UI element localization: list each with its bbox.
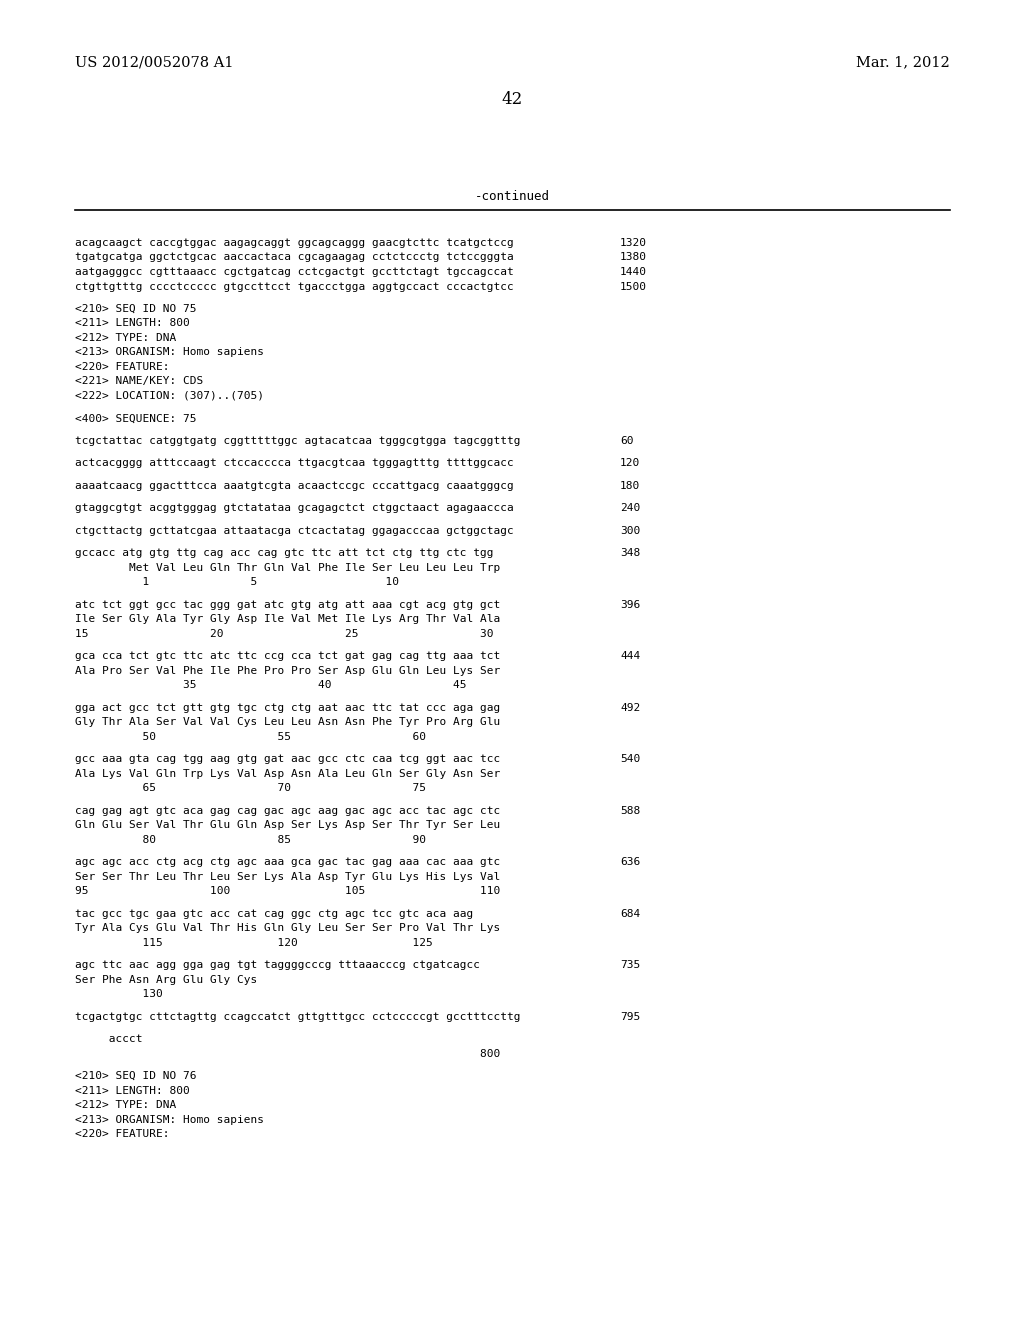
Text: 180: 180 — [620, 480, 640, 491]
Text: Gly Thr Ala Ser Val Val Cys Leu Leu Asn Asn Phe Tyr Pro Arg Glu: Gly Thr Ala Ser Val Val Cys Leu Leu Asn … — [75, 717, 501, 727]
Text: <220> FEATURE:: <220> FEATURE: — [75, 362, 170, 372]
Text: <213> ORGANISM: Homo sapiens: <213> ORGANISM: Homo sapiens — [75, 1114, 264, 1125]
Text: 396: 396 — [620, 599, 640, 610]
Text: 65                  70                  75: 65 70 75 — [75, 783, 426, 793]
Text: gtaggcgtgt acggtgggag gtctatataa gcagagctct ctggctaact agagaaccca: gtaggcgtgt acggtgggag gtctatataa gcagagc… — [75, 503, 514, 513]
Text: aaaatcaacg ggactttcca aaatgtcgta acaactccgc cccattgacg caaatgggcg: aaaatcaacg ggactttcca aaatgtcgta acaactc… — [75, 480, 514, 491]
Text: acagcaagct caccgtggac aagagcaggt ggcagcaggg gaacgtcttc tcatgctccg: acagcaagct caccgtggac aagagcaggt ggcagca… — [75, 238, 514, 248]
Text: gga act gcc tct gtt gtg tgc ctg ctg aat aac ttc tat ccc aga gag: gga act gcc tct gtt gtg tgc ctg ctg aat … — [75, 702, 501, 713]
Text: 444: 444 — [620, 651, 640, 661]
Text: 60: 60 — [620, 436, 634, 446]
Text: Ala Pro Ser Val Phe Ile Phe Pro Pro Ser Asp Glu Gln Leu Lys Ser: Ala Pro Ser Val Phe Ile Phe Pro Pro Ser … — [75, 665, 501, 676]
Text: 50                  55                  60: 50 55 60 — [75, 731, 426, 742]
Text: accct: accct — [75, 1034, 142, 1044]
Text: Tyr Ala Cys Glu Val Thr His Gln Gly Leu Ser Ser Pro Val Thr Lys: Tyr Ala Cys Glu Val Thr His Gln Gly Leu … — [75, 923, 501, 933]
Text: 130: 130 — [75, 989, 163, 999]
Text: agc agc acc ctg acg ctg agc aaa gca gac tac gag aaa cac aaa gtc: agc agc acc ctg acg ctg agc aaa gca gac … — [75, 857, 501, 867]
Text: Ser Phe Asn Arg Glu Gly Cys: Ser Phe Asn Arg Glu Gly Cys — [75, 974, 257, 985]
Text: 795: 795 — [620, 1011, 640, 1022]
Text: Ser Ser Thr Leu Thr Leu Ser Lys Ala Asp Tyr Glu Lys His Lys Val: Ser Ser Thr Leu Thr Leu Ser Lys Ala Asp … — [75, 871, 501, 882]
Text: 240: 240 — [620, 503, 640, 513]
Text: tgatgcatga ggctctgcac aaccactaca cgcagaagag cctctccctg tctccgggta: tgatgcatga ggctctgcac aaccactaca cgcagaa… — [75, 252, 514, 263]
Text: actcacgggg atttccaagt ctccacccca ttgacgtcaa tgggagtttg ttttggcacc: actcacgggg atttccaagt ctccacccca ttgacgt… — [75, 458, 514, 469]
Text: 35                  40                  45: 35 40 45 — [75, 680, 467, 690]
Text: gca cca tct gtc ttc atc ttc ccg cca tct gat gag cag ttg aaa tct: gca cca tct gtc ttc atc ttc ccg cca tct … — [75, 651, 501, 661]
Text: 800: 800 — [75, 1048, 501, 1059]
Text: 540: 540 — [620, 754, 640, 764]
Text: aatgagggcc cgtttaaacc cgctgatcag cctcgactgt gccttctagt tgccagccat: aatgagggcc cgtttaaacc cgctgatcag cctcgac… — [75, 267, 514, 277]
Text: 1               5                   10: 1 5 10 — [75, 577, 399, 587]
Text: 42: 42 — [502, 91, 522, 108]
Text: 1440: 1440 — [620, 267, 647, 277]
Text: 348: 348 — [620, 548, 640, 558]
Text: <210> SEQ ID NO 76: <210> SEQ ID NO 76 — [75, 1071, 197, 1081]
Text: Met Val Leu Gln Thr Gln Val Phe Ile Ser Leu Leu Leu Trp: Met Val Leu Gln Thr Gln Val Phe Ile Ser … — [75, 562, 501, 573]
Text: tac gcc tgc gaa gtc acc cat cag ggc ctg agc tcc gtc aca aag: tac gcc tgc gaa gtc acc cat cag ggc ctg … — [75, 908, 473, 919]
Text: ctgcttactg gcttatcgaa attaatacga ctcactatag ggagacccaa gctggctagc: ctgcttactg gcttatcgaa attaatacga ctcacta… — [75, 525, 514, 536]
Text: -continued: -continued — [474, 190, 550, 203]
Text: 120: 120 — [620, 458, 640, 469]
Text: atc tct ggt gcc tac ggg gat atc gtg atg att aaa cgt acg gtg gct: atc tct ggt gcc tac ggg gat atc gtg atg … — [75, 599, 501, 610]
Text: 80                  85                  90: 80 85 90 — [75, 834, 426, 845]
Text: <211> LENGTH: 800: <211> LENGTH: 800 — [75, 1085, 189, 1096]
Text: Mar. 1, 2012: Mar. 1, 2012 — [856, 55, 950, 69]
Text: <222> LOCATION: (307)..(705): <222> LOCATION: (307)..(705) — [75, 391, 264, 401]
Text: 684: 684 — [620, 908, 640, 919]
Text: 95                  100                 105                 110: 95 100 105 110 — [75, 886, 501, 896]
Text: 15                  20                  25                  30: 15 20 25 30 — [75, 628, 494, 639]
Text: <213> ORGANISM: Homo sapiens: <213> ORGANISM: Homo sapiens — [75, 347, 264, 358]
Text: US 2012/0052078 A1: US 2012/0052078 A1 — [75, 55, 233, 69]
Text: 588: 588 — [620, 805, 640, 816]
Text: 300: 300 — [620, 525, 640, 536]
Text: ctgttgtttg cccctccccc gtgccttcct tgaccctgga aggtgccact cccactgtcc: ctgttgtttg cccctccccc gtgccttcct tgaccct… — [75, 281, 514, 292]
Text: cag gag agt gtc aca gag cag gac agc aag gac agc acc tac agc ctc: cag gag agt gtc aca gag cag gac agc aag … — [75, 805, 501, 816]
Text: tcgctattac catggtgatg cggtttttggc agtacatcaa tgggcgtgga tagcggtttg: tcgctattac catggtgatg cggtttttggc agtaca… — [75, 436, 520, 446]
Text: Gln Glu Ser Val Thr Glu Gln Asp Ser Lys Asp Ser Thr Tyr Ser Leu: Gln Glu Ser Val Thr Glu Gln Asp Ser Lys … — [75, 820, 501, 830]
Text: <210> SEQ ID NO 75: <210> SEQ ID NO 75 — [75, 304, 197, 314]
Text: <211> LENGTH: 800: <211> LENGTH: 800 — [75, 318, 189, 329]
Text: gccacc atg gtg ttg cag acc cag gtc ttc att tct ctg ttg ctc tgg: gccacc atg gtg ttg cag acc cag gtc ttc a… — [75, 548, 494, 558]
Text: <221> NAME/KEY: CDS: <221> NAME/KEY: CDS — [75, 376, 203, 387]
Text: tcgactgtgc cttctagttg ccagccatct gttgtttgcc cctcccccgt gcctttccttg: tcgactgtgc cttctagttg ccagccatct gttgttt… — [75, 1011, 520, 1022]
Text: 492: 492 — [620, 702, 640, 713]
Text: Ile Ser Gly Ala Tyr Gly Asp Ile Val Met Ile Lys Arg Thr Val Ala: Ile Ser Gly Ala Tyr Gly Asp Ile Val Met … — [75, 614, 501, 624]
Text: <212> TYPE: DNA: <212> TYPE: DNA — [75, 333, 176, 343]
Text: 115                 120                 125: 115 120 125 — [75, 937, 433, 948]
Text: gcc aaa gta cag tgg aag gtg gat aac gcc ctc caa tcg ggt aac tcc: gcc aaa gta cag tgg aag gtg gat aac gcc … — [75, 754, 501, 764]
Text: 1380: 1380 — [620, 252, 647, 263]
Text: 1320: 1320 — [620, 238, 647, 248]
Text: 636: 636 — [620, 857, 640, 867]
Text: <400> SEQUENCE: 75: <400> SEQUENCE: 75 — [75, 413, 197, 424]
Text: <220> FEATURE:: <220> FEATURE: — [75, 1129, 170, 1139]
Text: <212> TYPE: DNA: <212> TYPE: DNA — [75, 1100, 176, 1110]
Text: 735: 735 — [620, 960, 640, 970]
Text: 1500: 1500 — [620, 281, 647, 292]
Text: agc ttc aac agg gga gag tgt taggggcccg tttaaacccg ctgatcagcc: agc ttc aac agg gga gag tgt taggggcccg t… — [75, 960, 480, 970]
Text: Ala Lys Val Gln Trp Lys Val Asp Asn Ala Leu Gln Ser Gly Asn Ser: Ala Lys Val Gln Trp Lys Val Asp Asn Ala … — [75, 768, 501, 779]
